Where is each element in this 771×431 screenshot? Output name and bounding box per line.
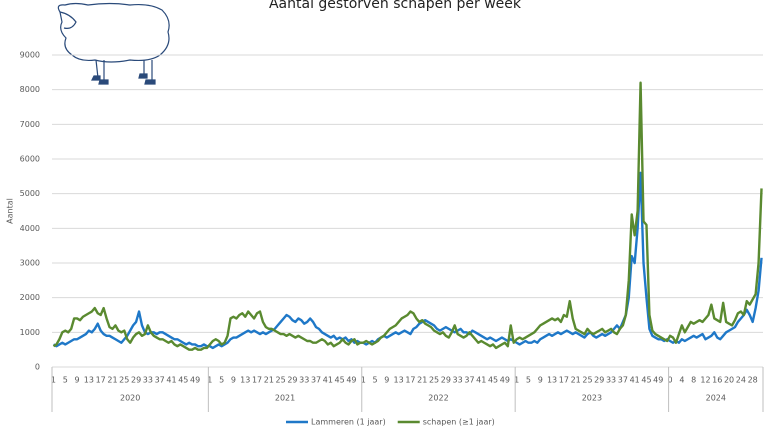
x-tick-label: 13	[394, 376, 404, 385]
x-tick-label: 25	[276, 376, 286, 385]
x-tick-label: 9	[538, 376, 543, 385]
y-tick-label: 8000	[20, 85, 40, 94]
chart: Aantal gestorven schapen per week Aantal…	[0, 0, 771, 431]
x-tick-label: 21	[417, 376, 427, 385]
x-tick-label: 16	[712, 376, 722, 385]
y-axis-label: Aantal	[6, 198, 15, 224]
x-tick-label: 29	[441, 376, 451, 385]
x-tick-label: 8	[691, 376, 696, 385]
x-tick-label: 17	[405, 376, 415, 385]
x-tick-label: 41	[476, 376, 486, 385]
x-tick-label: 49	[190, 376, 200, 385]
x-tick-label: 29	[131, 376, 141, 385]
x-tick-label: 41	[323, 376, 333, 385]
chart-title: Aantal gestorven schapen per week	[269, 0, 522, 12]
y-tick-label: 5000	[20, 189, 40, 198]
x-tick-label: 41	[166, 376, 176, 385]
x-tick-label: 49	[653, 376, 663, 385]
y-tick-label: 0	[35, 363, 40, 372]
x-tick-label: 9	[75, 376, 80, 385]
x-tick-label: 9	[384, 376, 389, 385]
x-group-label: 2021	[275, 394, 295, 403]
x-group-label: 2020	[120, 394, 140, 403]
y-tick-label: 3000	[20, 259, 40, 268]
x-tick-label: 45	[178, 376, 188, 385]
x-tick-label: 45	[335, 376, 345, 385]
sheep-icon	[58, 4, 169, 85]
x-group-label: 2024	[706, 394, 726, 403]
y-tick-label: 2000	[20, 293, 40, 302]
x-tick-label: 13	[547, 376, 557, 385]
x-tick-label: 13	[240, 376, 250, 385]
x-tick-label: 12	[700, 376, 710, 385]
legend-label: Lammeren (1 jaar)	[311, 418, 386, 427]
x-tick-label: 17	[96, 376, 106, 385]
x-tick-label: 28	[748, 376, 758, 385]
series-line	[53, 173, 761, 348]
y-tick-label: 6000	[20, 155, 40, 164]
x-group-label: 2022	[428, 394, 448, 403]
x-tick-label: 17	[252, 376, 262, 385]
x-tick-label: 5	[373, 376, 378, 385]
x-tick-label: 33	[606, 376, 616, 385]
x-tick-label: 21	[571, 376, 581, 385]
y-tick-label: 9000	[20, 51, 40, 60]
y-tick-label: 1000	[20, 328, 40, 337]
x-tick-label: 37	[311, 376, 321, 385]
x-tick-label: 29	[594, 376, 604, 385]
x-tick-label: 17	[559, 376, 569, 385]
x-tick-label: 37	[464, 376, 474, 385]
x-tick-label: 24	[736, 376, 746, 385]
y-tick-label: 7000	[20, 120, 40, 129]
x-tick-label: 21	[264, 376, 274, 385]
x-tick-label: 25	[582, 376, 592, 385]
x-tick-label: 49	[346, 376, 356, 385]
x-tick-label: 41	[630, 376, 640, 385]
legend-label: schapen (≥1 jaar)	[423, 418, 495, 427]
x-tick-label: 13	[84, 376, 94, 385]
x-tick-label: 25	[119, 376, 129, 385]
x-tick-label: 37	[618, 376, 628, 385]
y-tick-label: 4000	[20, 224, 40, 233]
x-tick-label: 45	[641, 376, 651, 385]
x-tick-label: 4	[679, 376, 684, 385]
x-tick-label: 20	[724, 376, 734, 385]
x-tick-label: 37	[155, 376, 165, 385]
x-tick-label: 29	[287, 376, 297, 385]
x-tick-label: 33	[299, 376, 309, 385]
x-group-label: 2023	[582, 394, 602, 403]
x-tick-label: 45	[488, 376, 498, 385]
x-tick-label: 5	[219, 376, 224, 385]
x-tick-label: 21	[107, 376, 117, 385]
series-line	[53, 83, 761, 350]
x-tick-label: 33	[453, 376, 463, 385]
x-tick-label: 5	[526, 376, 531, 385]
x-tick-label: 25	[429, 376, 439, 385]
x-tick-label: 49	[500, 376, 510, 385]
x-tick-label: 33	[143, 376, 153, 385]
x-tick-label: 9	[231, 376, 236, 385]
x-tick-label: 5	[63, 376, 68, 385]
